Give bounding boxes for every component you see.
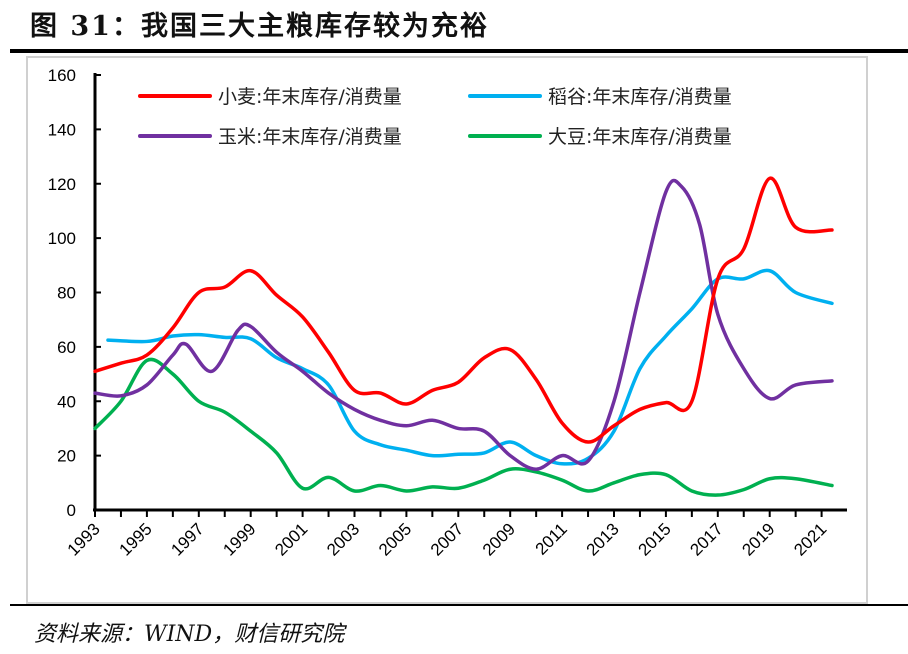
series-line-1 xyxy=(106,268,834,466)
legend-label: 大豆:年末库存/消费量 xyxy=(548,126,732,148)
x-tick-label: 2001 xyxy=(271,519,311,559)
x-tick-label: 2009 xyxy=(479,519,519,559)
bottom-divider xyxy=(10,604,908,606)
x-tick-label: 2017 xyxy=(686,519,726,559)
source-note: 资料来源：WIND，财信研究院 xyxy=(34,622,345,647)
y-tick-label: 100 xyxy=(48,229,76,248)
y-tick-label: 40 xyxy=(57,392,76,411)
series-line-3 xyxy=(93,357,834,497)
x-tick-label: 2003 xyxy=(323,519,363,559)
x-tick-label: 2021 xyxy=(790,519,830,559)
legend-label: 小麦:年末库存/消费量 xyxy=(218,86,402,108)
y-tick-label: 0 xyxy=(67,501,76,520)
y-tick-label: 80 xyxy=(57,284,76,303)
x-tick-label: 2015 xyxy=(635,519,675,559)
y-tick-label: 20 xyxy=(57,447,76,466)
series-line-2 xyxy=(93,178,834,471)
figure-title: 图 31：我国三大主粮库存较为充裕 xyxy=(30,11,489,42)
x-tick-label: 1995 xyxy=(116,519,156,559)
x-tick-label: 1993 xyxy=(64,519,104,559)
x-tick-label: 2007 xyxy=(427,519,467,559)
x-tick-label: 2013 xyxy=(583,519,623,559)
y-tick-label: 60 xyxy=(57,338,76,357)
x-tick-label: 1999 xyxy=(219,519,259,559)
legend-label: 稻谷:年末库存/消费量 xyxy=(548,86,732,108)
series-line-0 xyxy=(93,176,834,444)
y-tick-label: 120 xyxy=(48,175,76,194)
legend-label: 玉米:年末库存/消费量 xyxy=(218,126,402,148)
x-tick-label: 2011 xyxy=(532,519,571,558)
y-tick-label: 140 xyxy=(48,120,76,139)
chart-frame xyxy=(26,56,868,604)
x-tick-label: 1997 xyxy=(167,519,207,559)
y-tick-label: 160 xyxy=(48,66,76,85)
top-divider xyxy=(10,49,908,53)
x-tick-label: 2005 xyxy=(375,519,415,559)
x-tick-label: 2019 xyxy=(738,519,778,559)
